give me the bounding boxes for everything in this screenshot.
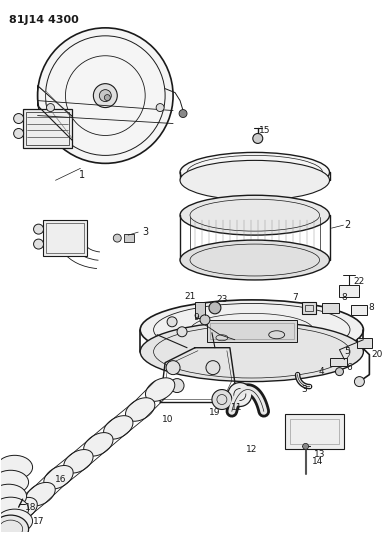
Text: 10: 10 [162, 415, 174, 424]
Ellipse shape [0, 470, 29, 494]
Bar [351, 305, 367, 315]
Circle shape [253, 133, 263, 143]
Bar [322, 303, 340, 313]
Bar [305, 305, 313, 311]
Text: 22: 22 [354, 278, 365, 286]
Bar [210, 323, 294, 339]
Bar [26, 111, 70, 146]
Ellipse shape [241, 168, 269, 176]
Circle shape [47, 103, 54, 111]
Text: 20: 20 [371, 350, 383, 359]
Circle shape [206, 361, 220, 375]
Bar [329, 358, 347, 366]
Circle shape [209, 302, 221, 314]
Circle shape [170, 378, 184, 392]
Circle shape [156, 103, 164, 111]
Ellipse shape [180, 160, 329, 200]
Text: 7: 7 [292, 293, 298, 302]
Bar [357, 338, 372, 348]
Circle shape [14, 128, 24, 139]
Text: 13: 13 [314, 450, 325, 459]
Ellipse shape [0, 509, 33, 533]
Bar [285, 415, 345, 449]
Ellipse shape [103, 416, 133, 439]
Ellipse shape [93, 84, 117, 108]
Text: 3: 3 [142, 227, 148, 237]
Text: 23: 23 [216, 295, 228, 304]
Ellipse shape [99, 90, 111, 102]
Text: 21: 21 [184, 293, 196, 301]
Ellipse shape [64, 449, 93, 473]
Bar [23, 109, 72, 148]
Bar [46, 223, 84, 253]
Circle shape [14, 114, 24, 124]
Text: 4: 4 [319, 367, 324, 376]
Ellipse shape [227, 164, 283, 180]
Circle shape [179, 110, 187, 118]
Circle shape [228, 383, 252, 407]
Text: 1: 1 [79, 171, 86, 180]
Circle shape [33, 224, 44, 234]
Text: 2: 2 [344, 220, 350, 230]
Text: 5: 5 [345, 347, 350, 356]
Ellipse shape [140, 322, 363, 382]
Text: 6: 6 [347, 363, 352, 372]
Text: 15: 15 [259, 126, 270, 135]
Circle shape [177, 327, 187, 337]
Bar [290, 419, 340, 445]
Circle shape [212, 390, 232, 409]
Text: 8: 8 [368, 303, 374, 312]
Bar [340, 285, 359, 297]
Circle shape [303, 443, 308, 449]
Ellipse shape [26, 482, 55, 506]
Ellipse shape [140, 300, 363, 360]
Text: 16: 16 [55, 475, 66, 484]
Text: 11: 11 [231, 403, 243, 412]
Text: 14: 14 [312, 457, 323, 466]
Bar [42, 220, 88, 256]
Ellipse shape [44, 465, 73, 489]
Ellipse shape [180, 195, 329, 235]
Circle shape [166, 361, 180, 375]
Text: 12: 12 [246, 445, 258, 454]
Text: 18: 18 [25, 503, 36, 512]
Circle shape [200, 315, 210, 325]
Ellipse shape [84, 433, 113, 456]
Bar [207, 320, 297, 342]
Circle shape [335, 368, 343, 376]
Ellipse shape [180, 240, 329, 280]
Text: 19: 19 [209, 408, 221, 417]
Ellipse shape [126, 398, 155, 421]
Bar [195, 302, 205, 318]
Ellipse shape [0, 497, 29, 521]
Ellipse shape [0, 484, 26, 508]
Text: 81J14 4300: 81J14 4300 [9, 15, 79, 25]
Ellipse shape [145, 378, 175, 401]
Ellipse shape [180, 152, 329, 192]
Text: 17: 17 [33, 516, 44, 526]
Text: 9: 9 [193, 313, 199, 322]
Ellipse shape [104, 95, 110, 101]
Text: 8: 8 [342, 293, 347, 302]
Ellipse shape [0, 455, 33, 479]
Circle shape [113, 234, 121, 242]
Bar [301, 302, 315, 314]
Bar [124, 234, 134, 242]
Text: 3: 3 [302, 385, 307, 394]
Circle shape [167, 317, 177, 327]
Ellipse shape [38, 28, 173, 164]
Ellipse shape [0, 515, 29, 533]
Circle shape [354, 377, 364, 386]
Ellipse shape [8, 497, 37, 521]
Circle shape [33, 239, 44, 249]
